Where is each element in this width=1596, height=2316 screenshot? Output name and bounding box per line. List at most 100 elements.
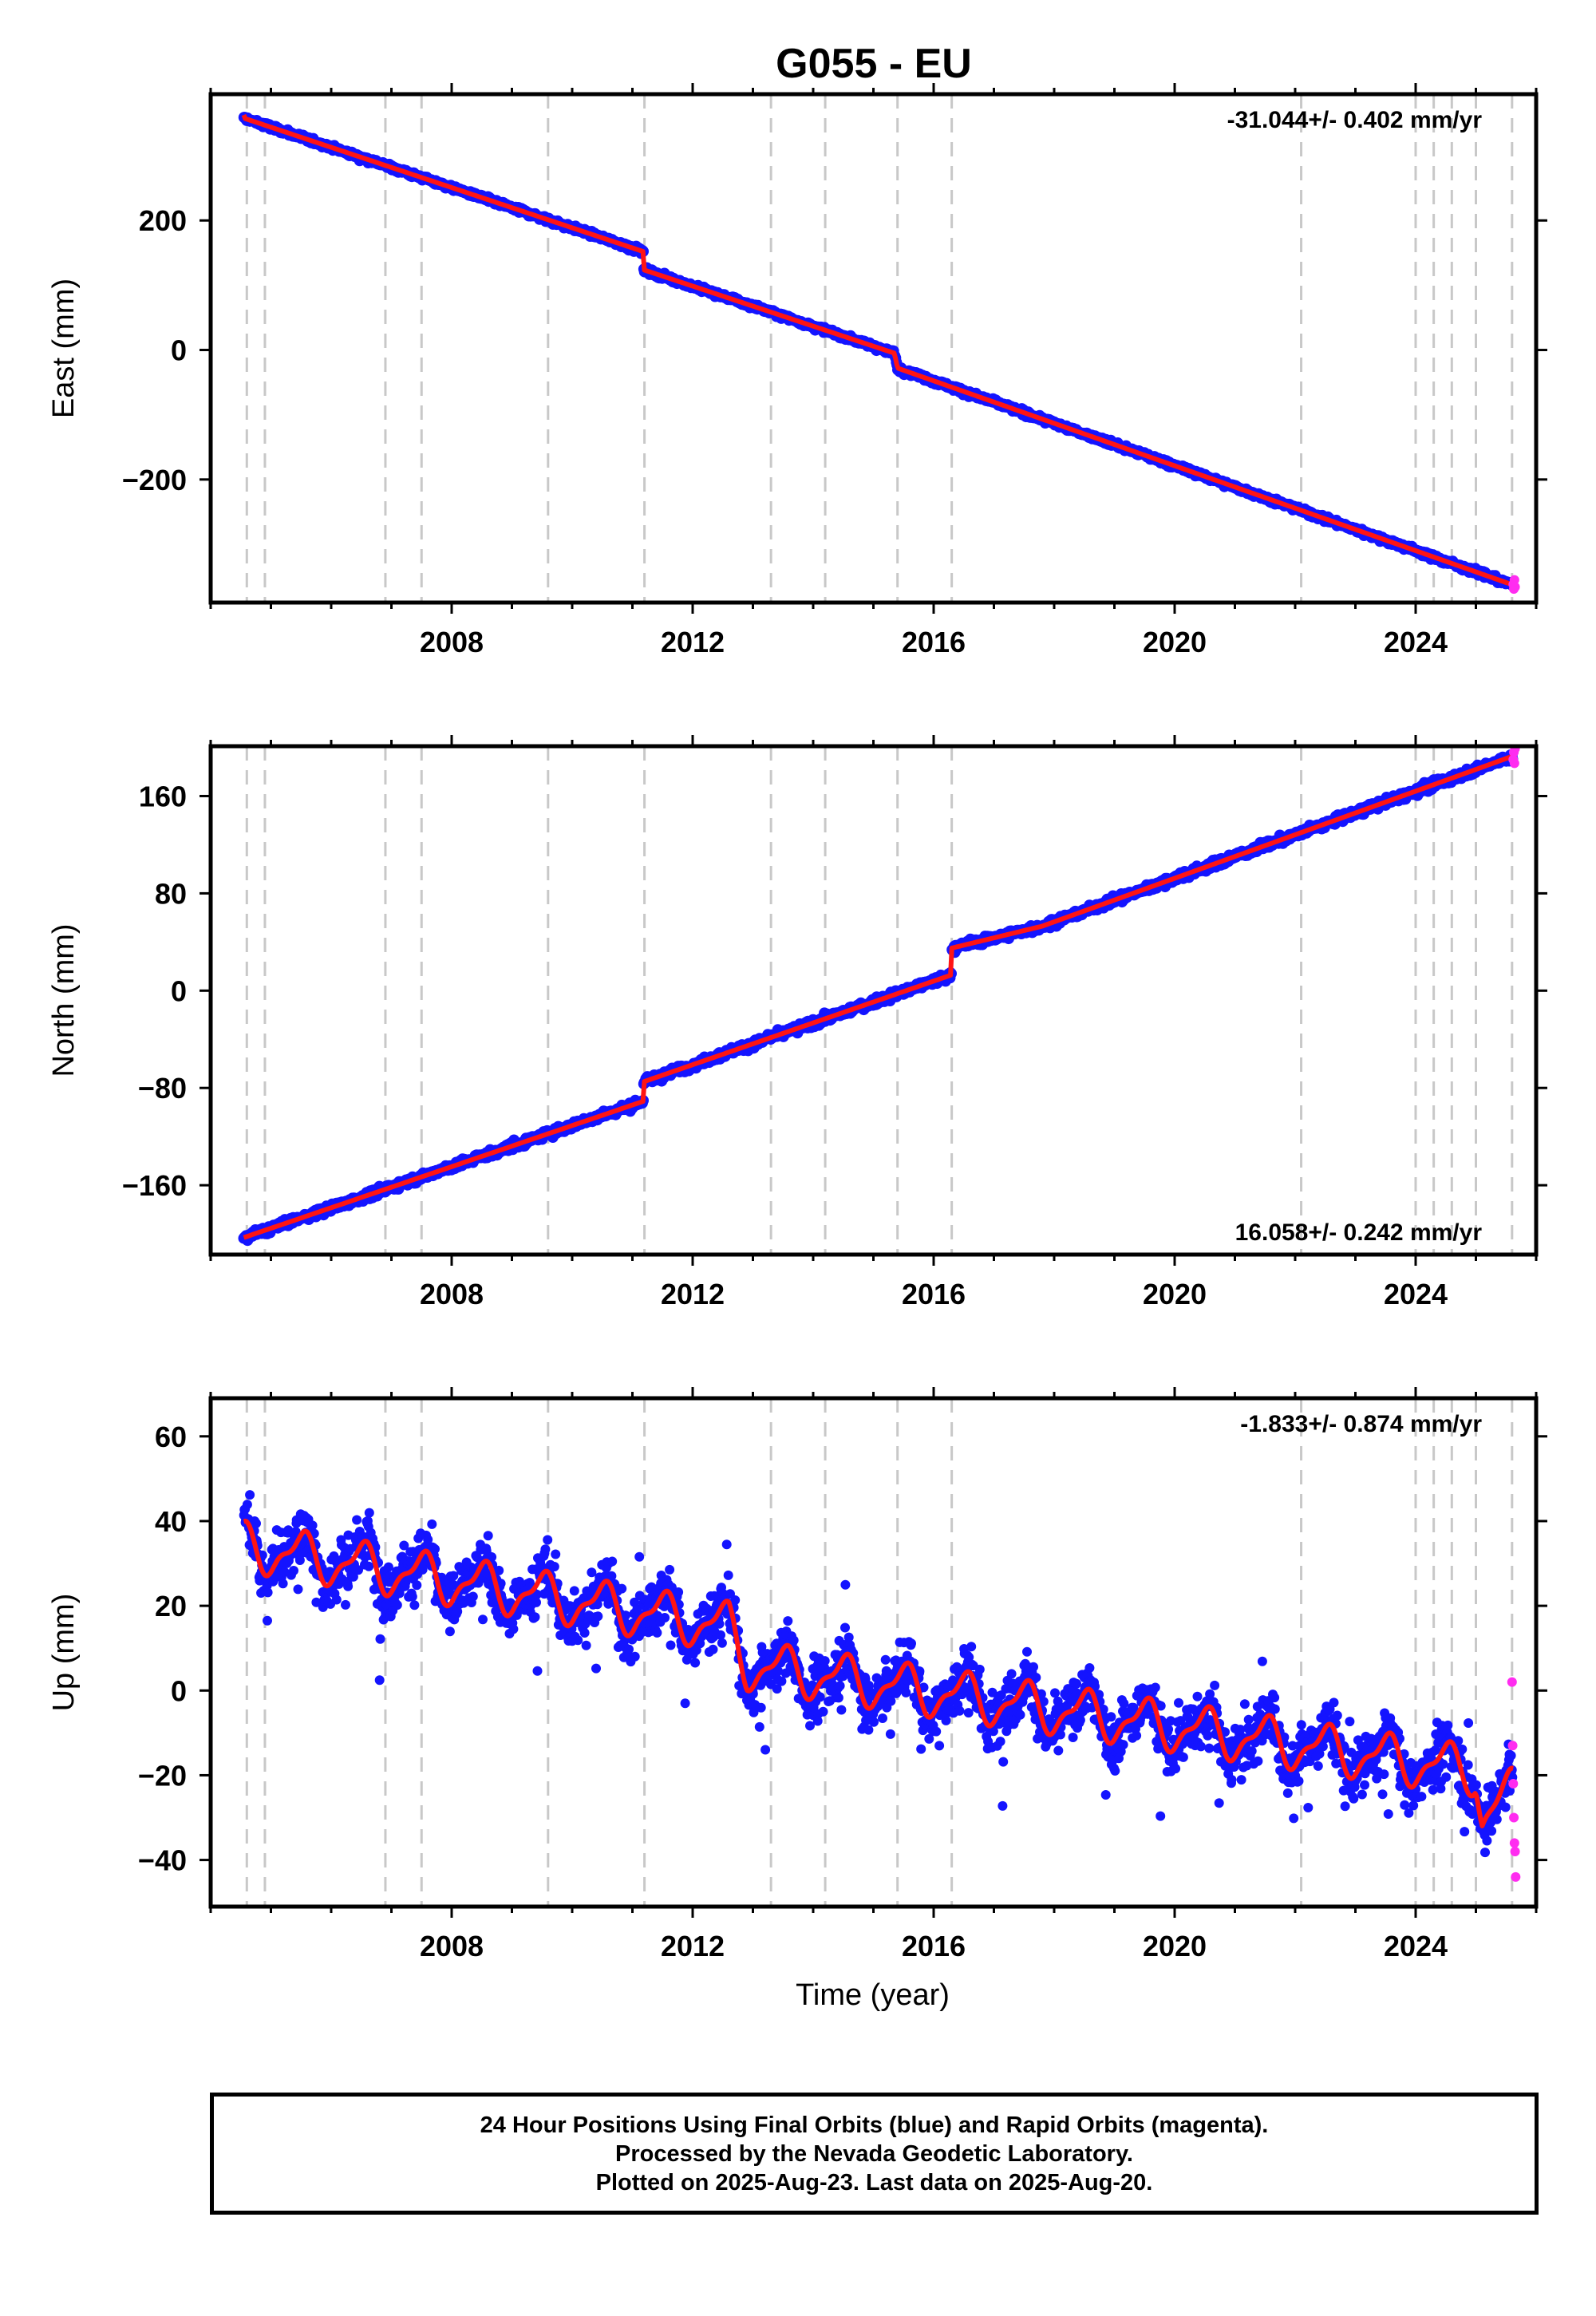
x-tick-label: 2020 <box>1143 626 1207 658</box>
data-point <box>478 1614 488 1625</box>
data-point <box>540 1544 551 1555</box>
data-point <box>293 1584 303 1595</box>
data-point <box>593 1611 603 1622</box>
data-point <box>289 1566 298 1575</box>
data-point <box>617 1583 627 1594</box>
rapid-orbit-points <box>1508 575 1520 594</box>
data-point <box>721 1539 732 1550</box>
data-point <box>607 1556 618 1567</box>
x-tick-label: 2012 <box>661 626 725 658</box>
data-point <box>263 1615 272 1626</box>
data-point <box>581 1640 591 1650</box>
data-point <box>444 1626 455 1637</box>
data-point <box>374 1675 385 1686</box>
data-point <box>723 1570 733 1580</box>
rate-label: 16.058+/- 0.242 mm/yr <box>1235 1219 1483 1246</box>
data-point <box>690 1658 701 1668</box>
data-point <box>818 1706 828 1717</box>
data-point <box>392 1600 402 1611</box>
y-tick-label: −80 <box>138 1072 187 1105</box>
data-point <box>294 1555 305 1565</box>
data-point <box>680 1698 690 1709</box>
data-point <box>307 1520 318 1531</box>
data-point <box>430 1544 440 1554</box>
data-point <box>508 1624 519 1634</box>
data-point <box>343 1581 354 1591</box>
x-tick-label: 2012 <box>661 1278 725 1310</box>
data-point <box>468 1591 478 1602</box>
rapid-point <box>1510 582 1520 592</box>
data-point <box>624 1644 634 1654</box>
data-point <box>652 1627 662 1638</box>
rapid-point <box>1509 575 1519 585</box>
event-lines <box>245 1398 1514 1907</box>
x-tick-label: 2020 <box>1143 1278 1207 1310</box>
x-tick-label: 2008 <box>420 626 484 658</box>
data-point <box>530 1612 540 1622</box>
data-point <box>543 1535 553 1545</box>
x-tick-label: 2024 <box>1384 1278 1448 1310</box>
model-line <box>241 113 1515 587</box>
data-point <box>674 1587 684 1597</box>
data-point <box>760 1745 771 1755</box>
data-point <box>756 1702 766 1713</box>
data-point <box>407 1591 417 1602</box>
data-point <box>341 1599 350 1610</box>
east-panel: 2008 2012 2016 2020 2024 −200 0 200 East (mm) -31… <box>47 83 1547 658</box>
data-point <box>352 1515 362 1525</box>
rapid-orbit-points <box>1508 746 1520 769</box>
data-point <box>630 1651 640 1662</box>
north-panel: 2008 2012 2016 2020 2024 −160 −80 0 80 160 North (… <box>47 735 1547 1310</box>
data-point <box>573 1635 583 1646</box>
data-point <box>634 1551 645 1562</box>
data-point <box>427 1519 437 1529</box>
data-point <box>251 1518 261 1528</box>
y-tick-label: −160 <box>122 1169 187 1202</box>
data-point <box>788 1635 799 1646</box>
x-tick-label: 2008 <box>420 1278 484 1310</box>
data-point <box>412 1580 422 1591</box>
data-point <box>569 1586 579 1596</box>
data-point <box>532 1666 543 1676</box>
y-axis-label: North (mm) <box>47 923 81 1077</box>
data-point <box>660 1613 670 1622</box>
y-tick-label: 80 <box>155 877 187 910</box>
data-point <box>579 1628 590 1638</box>
data-point <box>754 1721 764 1732</box>
data-point <box>591 1663 601 1674</box>
data-point <box>776 1676 787 1686</box>
data-point <box>665 1564 675 1575</box>
data-point <box>278 1579 288 1589</box>
x-tick-label: 2016 <box>902 1278 966 1310</box>
data-point <box>820 1656 830 1666</box>
rate-label: -31.044+/- 0.402 mm/yr <box>1227 107 1483 133</box>
data-point <box>364 1508 374 1518</box>
data-point <box>409 1600 420 1611</box>
data-point <box>245 1490 255 1500</box>
y-tick-label: 0 <box>171 334 187 367</box>
data-point <box>375 1634 385 1644</box>
x-tick-label: 2024 <box>1384 626 1448 658</box>
data-point <box>549 1562 559 1571</box>
data-point <box>708 1644 718 1654</box>
x-tick-label: 2016 <box>902 626 966 658</box>
y-tick-label: 160 <box>139 780 187 812</box>
model-line <box>243 753 1515 1240</box>
chart-title: G055 - EU <box>776 41 972 87</box>
data-point <box>483 1531 493 1541</box>
data-point <box>263 1587 273 1598</box>
rapid-point <box>1509 758 1519 769</box>
data-point <box>331 1595 342 1605</box>
data-point <box>551 1549 561 1559</box>
data-point <box>716 1630 725 1640</box>
data-point <box>666 1640 676 1650</box>
y-tick-label: 200 <box>139 204 187 237</box>
y-tick-label: −200 <box>122 464 187 496</box>
data-point <box>717 1638 727 1648</box>
data-point <box>383 1562 393 1572</box>
y-axis-label: East (mm) <box>47 279 81 418</box>
data-point <box>242 1500 252 1510</box>
y-tick-label: 0 <box>171 974 187 1007</box>
